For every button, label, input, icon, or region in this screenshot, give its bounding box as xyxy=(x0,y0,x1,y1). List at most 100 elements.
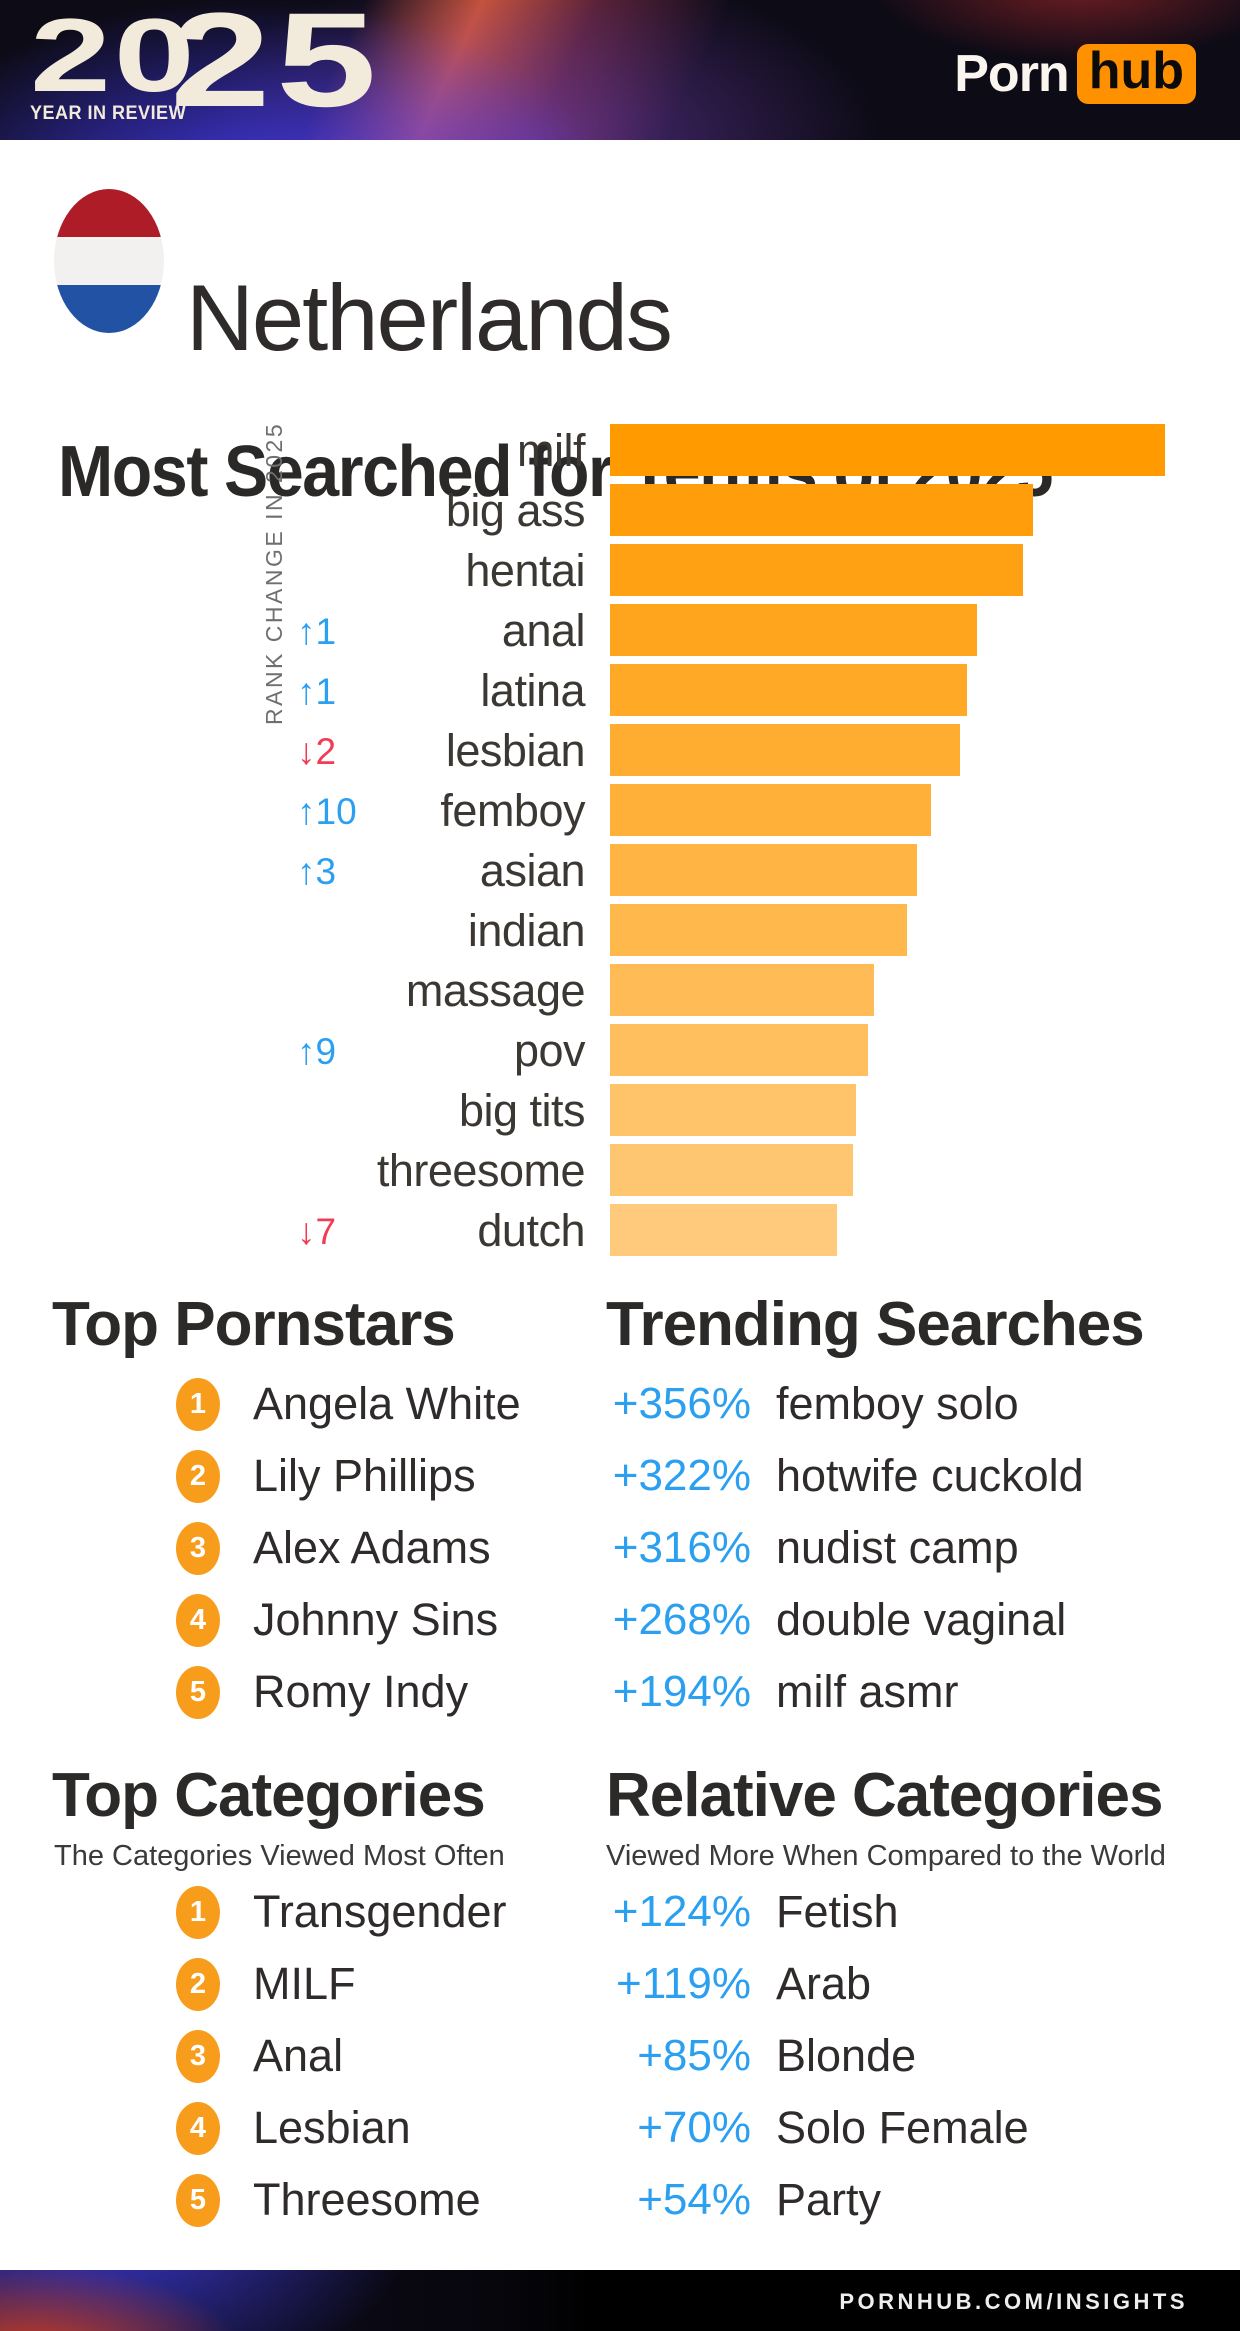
list-item: +54% Party xyxy=(600,2164,1029,2236)
search-term-bar xyxy=(610,1024,868,1076)
bar-label: pov xyxy=(513,1025,586,1076)
flag-stripe-red xyxy=(54,189,164,237)
pornhub-logo: Porn hub xyxy=(954,44,1196,104)
percent-change-value: +194% xyxy=(612,1667,751,1716)
bar-label: indian xyxy=(467,905,586,956)
list-item: 5 Romy Indy xyxy=(176,1656,521,1728)
bar-label: latina xyxy=(480,665,585,716)
flag-stripe-blue xyxy=(54,285,164,333)
rank-badge: 5 xyxy=(176,1665,220,1719)
trending-searches-list: +356% femboy solo +322% hotwife cuckold +316… xyxy=(600,1368,1084,1728)
list-item-name: Angela White xyxy=(253,1378,521,1429)
list-item: +194% milf asmr xyxy=(600,1656,1084,1728)
country-title: Netherlands xyxy=(186,264,673,370)
section-title-relative-categories: Relative Categories xyxy=(606,1761,1163,1830)
netherlands-flag-icon xyxy=(54,189,164,333)
rank-change-down-indicator: ↓2 xyxy=(297,731,337,772)
list-item-name: Alex Adams xyxy=(253,1522,491,1573)
list-item: 2 Lily Phillips xyxy=(176,1440,521,1512)
list-item: 4 Johnny Sins xyxy=(176,1584,521,1656)
percent-change-value: +124% xyxy=(612,1887,751,1936)
rank-badge: 1 xyxy=(176,1377,220,1431)
rank-badge: 5 xyxy=(176,2173,220,2227)
search-term-bar xyxy=(610,424,1165,476)
list-item-term: nudist camp xyxy=(776,1522,1019,1573)
search-term-bar xyxy=(610,544,1023,596)
list-item-term: Party xyxy=(776,2174,882,2225)
list-item-term: Arab xyxy=(776,1958,872,2009)
list-item: 4 Lesbian xyxy=(176,2092,506,2164)
footer-url: PORNHUB.COM/INSIGHTS xyxy=(839,2289,1188,2314)
percent-change-value: +70% xyxy=(637,2103,751,2152)
list-item: 1 Angela White xyxy=(176,1368,521,1440)
search-term-bar xyxy=(610,1144,853,1196)
bar-label: hentai xyxy=(465,545,585,596)
rank-change-up-indicator: ↑10 xyxy=(297,791,357,832)
relative-categories-subtitle: Viewed More When Compared to the World xyxy=(606,1840,1166,1872)
rank-change-up-indicator: ↑1 xyxy=(297,671,337,712)
year-logo-last-digits: 25 xyxy=(170,0,383,135)
list-item-name: Threesome xyxy=(253,2174,481,2225)
list-item: +85% Blonde xyxy=(600,2020,1029,2092)
list-item-term: Fetish xyxy=(776,1886,899,1937)
list-item-term: Blonde xyxy=(776,2030,917,2081)
list-item: +124% Fetish xyxy=(600,1876,1029,1948)
list-item-term: Solo Female xyxy=(776,2102,1029,2153)
bar-label: lesbian xyxy=(445,725,586,776)
bar-label: dutch xyxy=(477,1205,585,1256)
search-term-bar xyxy=(610,1084,856,1136)
list-item: +316% nudist camp xyxy=(600,1512,1084,1584)
list-item: +322% hotwife cuckold xyxy=(600,1440,1084,1512)
rank-badge: 3 xyxy=(176,1521,220,1575)
list-item-term: hotwife cuckold xyxy=(776,1450,1084,1501)
rank-badge: 1 xyxy=(176,1885,220,1939)
rank-badge: 2 xyxy=(176,1449,220,1503)
rank-change-up-indicator: ↑9 xyxy=(297,1031,337,1072)
percent-change-value: +54% xyxy=(637,2175,751,2224)
footer-banner: PORNHUB.COM/INSIGHTS xyxy=(0,2270,1240,2331)
list-item: 5 Threesome xyxy=(176,2164,506,2236)
search-term-bar xyxy=(610,484,1033,536)
search-term-bar xyxy=(610,964,874,1016)
rank-badge: 4 xyxy=(176,2101,220,2155)
year-logo-first-digits: 20 xyxy=(30,0,198,114)
percent-change-value: +268% xyxy=(612,1595,751,1644)
top-categories-list: 1 Transgender 2 MILF 3 Anal 4 Lesbian 5 Threesome xyxy=(176,1876,506,2236)
bar-label: milf xyxy=(517,425,585,476)
percent-change-value: +316% xyxy=(612,1523,751,1572)
list-item-name: Transgender xyxy=(253,1886,507,1937)
section-title-trending-searches: Trending Searches xyxy=(606,1290,1145,1359)
bar-label: asian xyxy=(479,845,586,896)
bar-label: massage xyxy=(405,965,586,1016)
list-item: +356% femboy solo xyxy=(600,1368,1084,1440)
search-term-bar xyxy=(610,604,977,656)
rank-badge: 3 xyxy=(176,2029,220,2083)
list-item: 3 Alex Adams xyxy=(176,1512,521,1584)
most-searched-terms-chart: RANK CHANGE IN 2025 milf big ass hentai ana… xyxy=(0,422,1240,1264)
bar-label: anal xyxy=(501,605,586,656)
rank-badge: 4 xyxy=(176,1593,220,1647)
list-item: +70% Solo Female xyxy=(600,2092,1029,2164)
section-title-top-pornstars: Top Pornstars xyxy=(52,1290,456,1359)
flag-stripe-white xyxy=(54,237,164,285)
search-term-bar xyxy=(610,724,960,776)
list-item-term: double vaginal xyxy=(776,1594,1067,1645)
rank-change-up-indicator: ↑1 xyxy=(297,611,337,652)
list-item-name: Anal xyxy=(253,2030,344,2081)
search-term-bar xyxy=(610,904,907,956)
list-item: 2 MILF xyxy=(176,1948,506,2020)
list-item-term: milf asmr xyxy=(776,1666,959,1717)
list-item: +119% Arab xyxy=(600,1948,1029,2020)
bar-label: threesome xyxy=(376,1145,586,1196)
list-item-name: Romy Indy xyxy=(253,1666,469,1717)
search-term-bar xyxy=(610,664,967,716)
rank-change-up-indicator: ↑3 xyxy=(297,851,337,892)
list-item-term: femboy solo xyxy=(776,1378,1019,1429)
header-banner: 20 25 YEAR IN REVIEW Porn hub xyxy=(0,0,1240,140)
year-in-review-tagline: YEAR IN REVIEW xyxy=(30,103,187,124)
rank-badge: 2 xyxy=(176,1957,220,2011)
list-item: 3 Anal xyxy=(176,2020,506,2092)
top-pornstars-list: 1 Angela White 2 Lily Phillips 3 Alex Adams 4 J… xyxy=(176,1368,521,1728)
list-item-name: Johnny Sins xyxy=(253,1594,499,1645)
